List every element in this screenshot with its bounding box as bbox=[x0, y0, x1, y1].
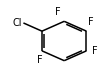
Text: F: F bbox=[88, 17, 94, 27]
Text: F: F bbox=[92, 46, 98, 56]
Text: F: F bbox=[55, 7, 61, 17]
Text: F: F bbox=[37, 55, 43, 65]
Text: Cl: Cl bbox=[13, 18, 22, 28]
